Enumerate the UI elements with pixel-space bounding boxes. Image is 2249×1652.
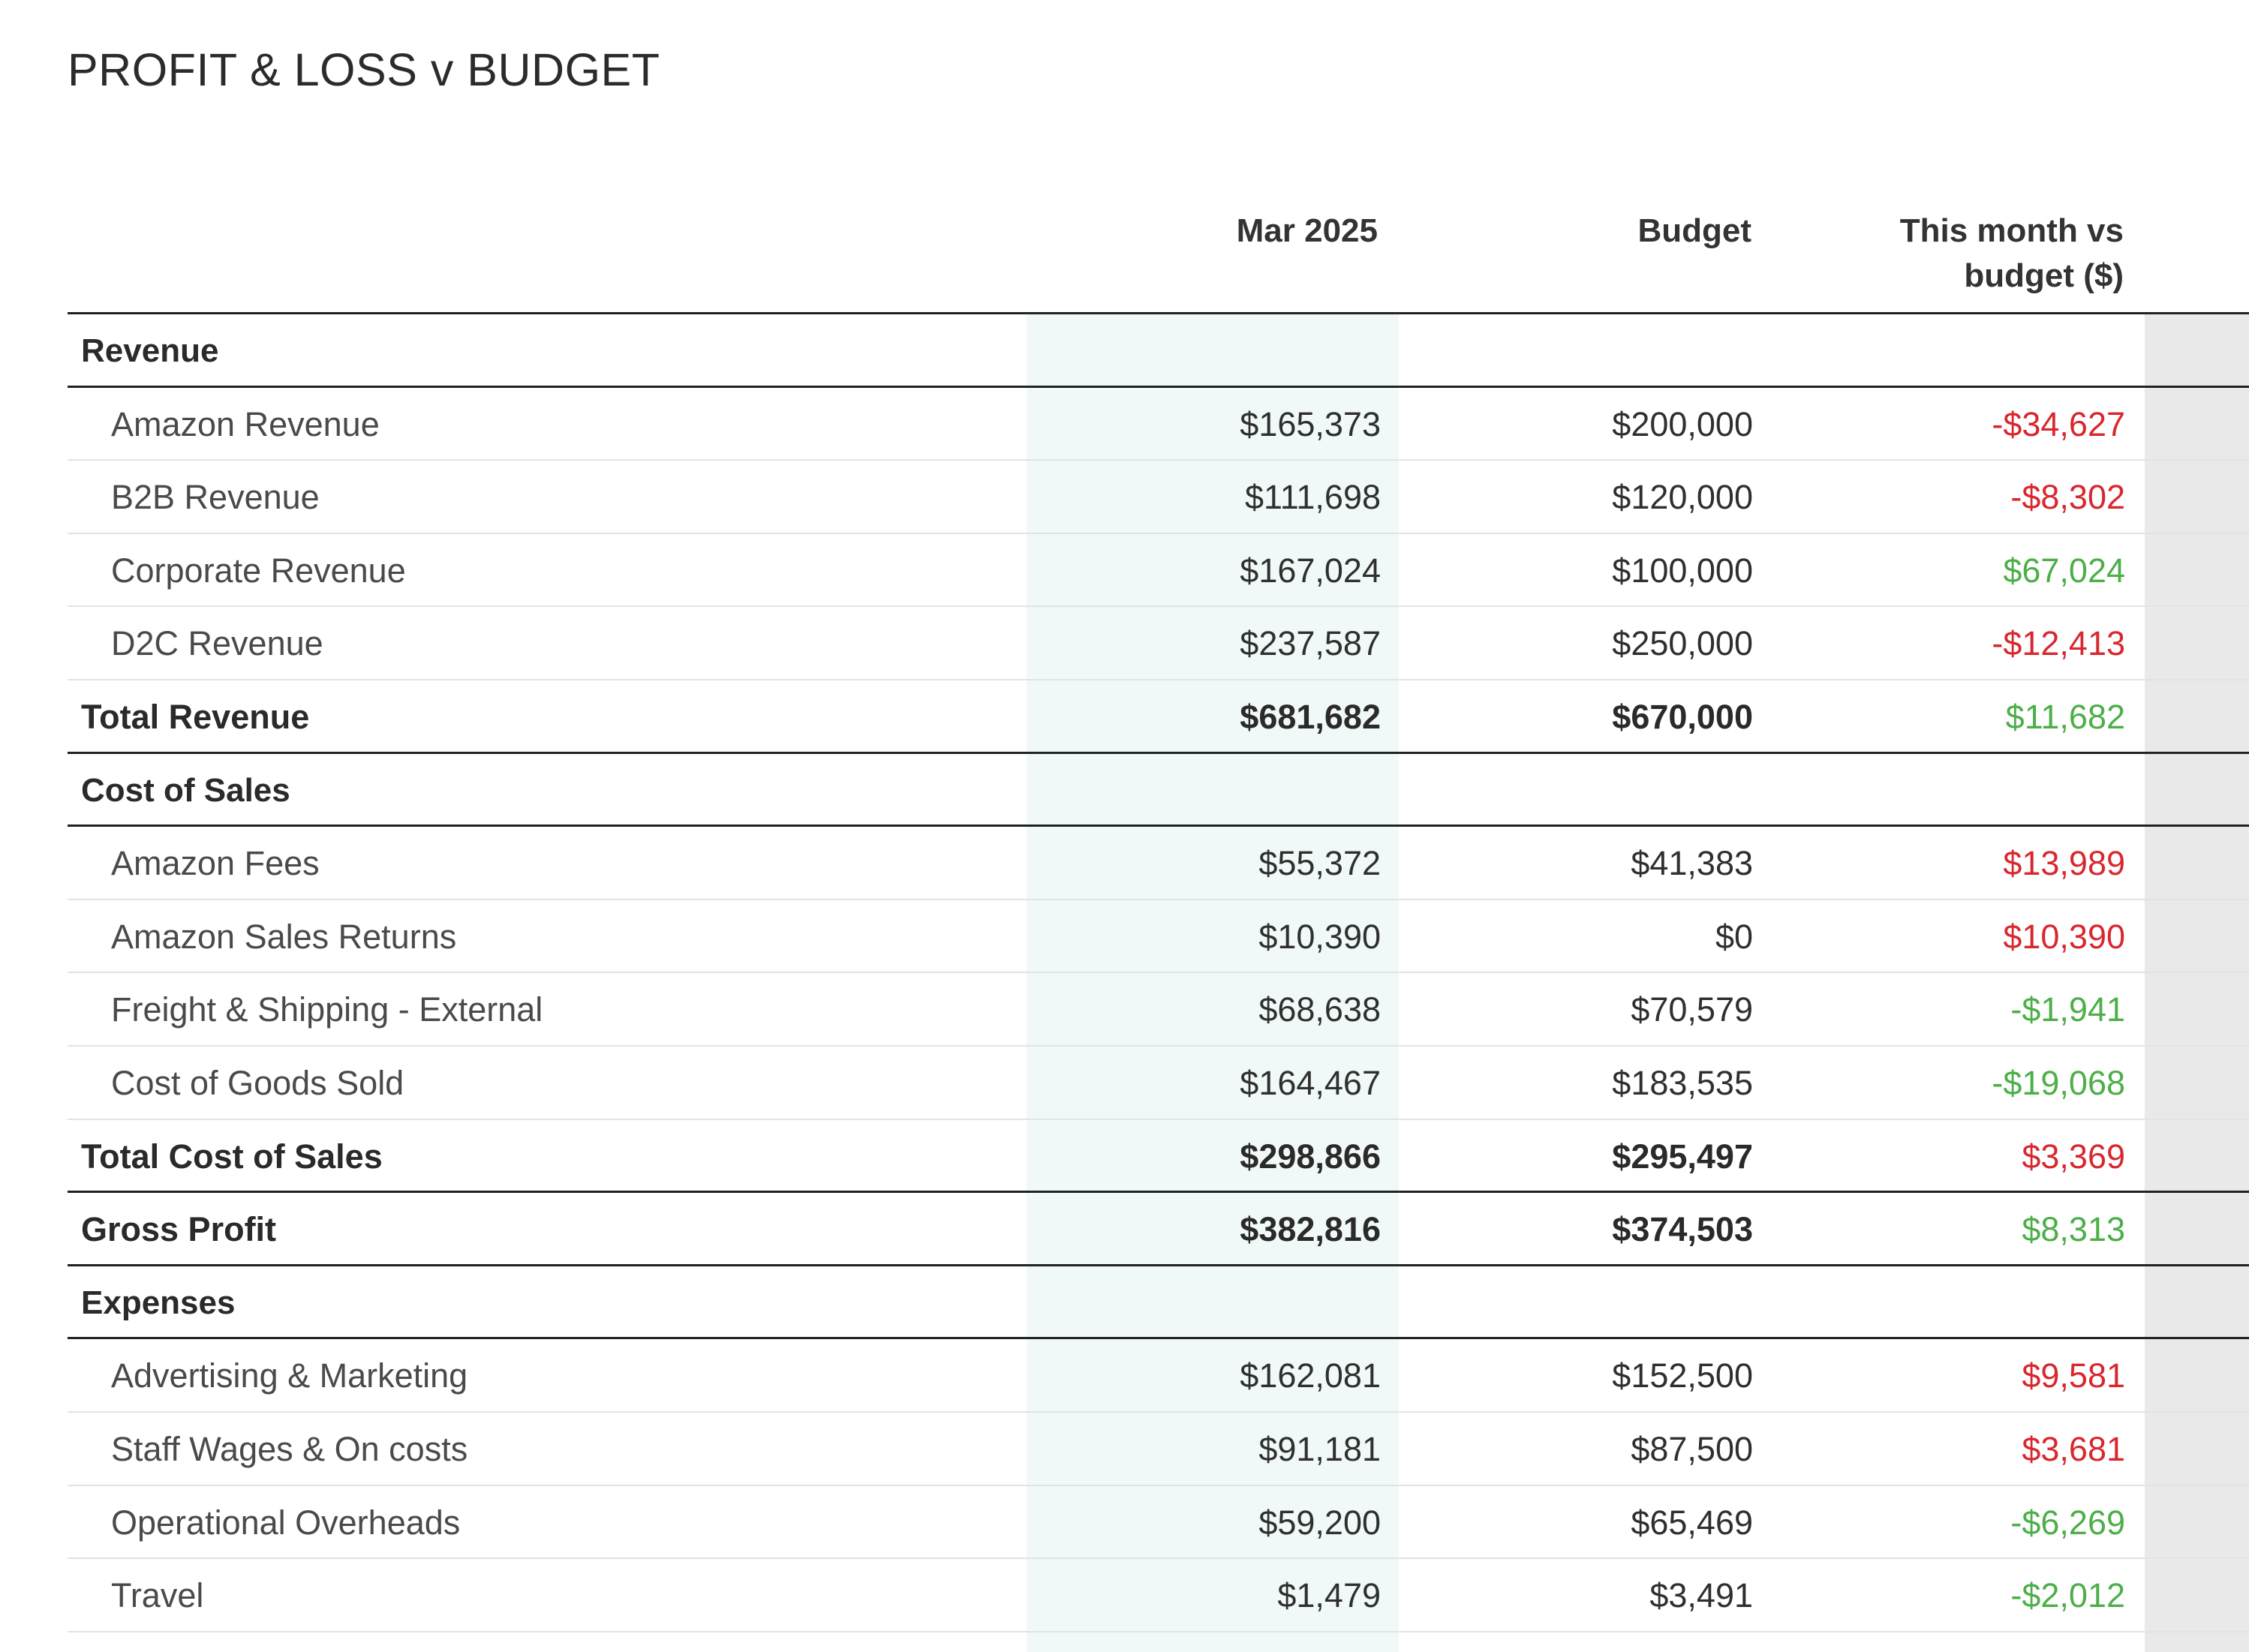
row-label: Staff Wages & On costs [111, 1429, 468, 1468]
table-row: Travel $1,479 $3,491 -$2,012 [68, 1559, 2249, 1632]
row-label: Gross Profit [81, 1210, 277, 1249]
current-month-value: $164,467 [1240, 1063, 1381, 1102]
row-label: Amazon Sales Returns [111, 917, 457, 956]
current-month-value: $55,372 [1258, 844, 1381, 883]
table-row: Freight & Shipping - External $68,638 $70,… [68, 973, 2249, 1047]
budget-value: $374,503 [1612, 1210, 1753, 1249]
budget-value: $250,000 [1612, 624, 1753, 663]
row-label: Amazon Revenue [111, 404, 380, 443]
variance-value: -$34,627 [1992, 404, 2125, 443]
budget-value: $120,000 [1612, 478, 1753, 517]
budget-value: $65,469 [1631, 1503, 1753, 1542]
current-month-value: $1,479 [1277, 1576, 1381, 1615]
current-month-value: $59,200 [1258, 1503, 1381, 1542]
budget-value: $200,000 [1612, 404, 1753, 443]
table-row: D2C Revenue $237,587 $250,000 -$12,413 [68, 607, 2249, 680]
row-label: B2B Revenue [111, 478, 320, 517]
budget-value: $152,500 [1612, 1356, 1753, 1395]
budget-value: $183,535 [1612, 1063, 1753, 1102]
row-label: Operational Overheads [111, 1503, 461, 1542]
variance-value: -$8,302 [2010, 478, 2125, 517]
row-label: Total Revenue [81, 697, 310, 736]
table-row: Corporate Revenue $167,024 $100,000 $67,024 [68, 534, 2249, 608]
budget-value: $295,497 [1612, 1137, 1753, 1176]
table-row: B2B Revenue $111,698 $120,000 -$8,302 [68, 461, 2249, 534]
budget-value: $670,000 [1612, 697, 1753, 736]
table-header: Mar 2025 Budget This month vs budget ($) [68, 203, 2249, 314]
budget-value: $41,383 [1631, 844, 1753, 883]
section-heading-row: Revenue [68, 314, 2249, 388]
column-header-variance-line1: This month vs [1899, 212, 2124, 249]
page-title: PROFIT & LOSS v BUDGET [68, 44, 660, 95]
row-label: Advertising & Marketing [111, 1356, 468, 1395]
current-month-value: $68,638 [1258, 990, 1381, 1029]
table-row: Staff Wages & On costs $91,181 $87,500 $3,6… [68, 1413, 2249, 1486]
row-label: Expenses [81, 1284, 236, 1321]
current-month-value: $165,373 [1240, 404, 1381, 443]
table-row: Amazon Fees $55,372 $41,383 $13,989 [68, 827, 2249, 900]
table-row: Amazon Revenue $165,373 $200,000 -$34,627 [68, 388, 2249, 461]
variance-value: -$1,941 [2010, 990, 2125, 1029]
variance-value: $67,024 [2003, 551, 2125, 590]
current-month-value: $681,682 [1240, 697, 1381, 736]
current-month-column-band [1027, 312, 1399, 1652]
column-header-variance: This month vs budget ($) [1754, 209, 2124, 299]
section-heading-row: Expenses [68, 1266, 2249, 1340]
table-row: Advertising & Marketing $162,081 $152,500 $… [68, 1339, 2249, 1413]
budget-value: $3,491 [1649, 1576, 1753, 1615]
section-heading-row: Cost of Sales [68, 754, 2249, 828]
row-label: Travel [111, 1576, 204, 1615]
row-label: Amazon Fees [111, 844, 320, 883]
current-month-value: $167,024 [1240, 551, 1381, 590]
table-body: Revenue Amazon Revenue $165,373 $200,000 -$3… [68, 314, 2249, 1632]
variance-value: $11,682 [2005, 697, 2125, 736]
column-header-variance-line2: budget ($) [1964, 257, 2124, 294]
budget-value: $70,579 [1631, 990, 1753, 1029]
total-row: Gross Profit $382,816 $374,503 $8,313 [68, 1193, 2249, 1266]
budget-value: $0 [1715, 917, 1753, 956]
variance-value: -$2,012 [2010, 1576, 2125, 1615]
variance-value: -$19,068 [1992, 1063, 2125, 1102]
row-label: Freight & Shipping - External [111, 990, 543, 1029]
variance-value: $9,581 [2022, 1356, 2125, 1395]
table-row: Cost of Goods Sold $164,467 $183,535 -$19,0… [68, 1047, 2249, 1120]
row-label: Revenue [81, 332, 219, 369]
total-row: Total Cost of Sales $298,866 $295,497 $3,36… [68, 1120, 2249, 1194]
current-month-value: $10,390 [1258, 917, 1381, 956]
budget-value: $87,500 [1631, 1429, 1753, 1468]
variance-value: $10,390 [2003, 917, 2125, 956]
current-month-value: $298,866 [1240, 1137, 1381, 1176]
current-month-value: $382,816 [1240, 1210, 1381, 1249]
variance-value: $3,369 [2022, 1137, 2125, 1176]
budget-value: $100,000 [1612, 551, 1753, 590]
row-label: D2C Revenue [111, 624, 323, 663]
row-label: Cost of Goods Sold [111, 1063, 404, 1102]
pnl-budget-table: Mar 2025 Budget This month vs budget ($)… [68, 203, 2249, 1652]
column-header-budget: Budget [1637, 212, 1751, 249]
current-month-value: $162,081 [1240, 1356, 1381, 1395]
variance-value: -$6,269 [2010, 1503, 2125, 1542]
table-row: Amazon Sales Returns $10,390 $0 $10,390 [68, 900, 2249, 974]
row-label: Cost of Sales [81, 771, 290, 809]
current-month-value: $237,587 [1240, 624, 1381, 663]
variance-value: $13,989 [2003, 844, 2125, 883]
variance-value: $8,313 [2022, 1210, 2125, 1249]
variance-value: $3,681 [2022, 1429, 2125, 1468]
total-row: Total Revenue $681,682 $670,000 $11,682 [68, 680, 2249, 754]
right-column-band [2145, 312, 2249, 1652]
current-month-value: $91,181 [1258, 1429, 1381, 1468]
column-header-current: Mar 2025 [1236, 212, 1378, 249]
current-month-value: $111,698 [1244, 478, 1381, 517]
row-label: Total Cost of Sales [81, 1137, 383, 1176]
table-row: Operational Overheads $59,200 $65,469 -$6,2… [68, 1486, 2249, 1560]
row-label: Corporate Revenue [111, 551, 406, 590]
variance-value: -$12,413 [1992, 624, 2125, 663]
